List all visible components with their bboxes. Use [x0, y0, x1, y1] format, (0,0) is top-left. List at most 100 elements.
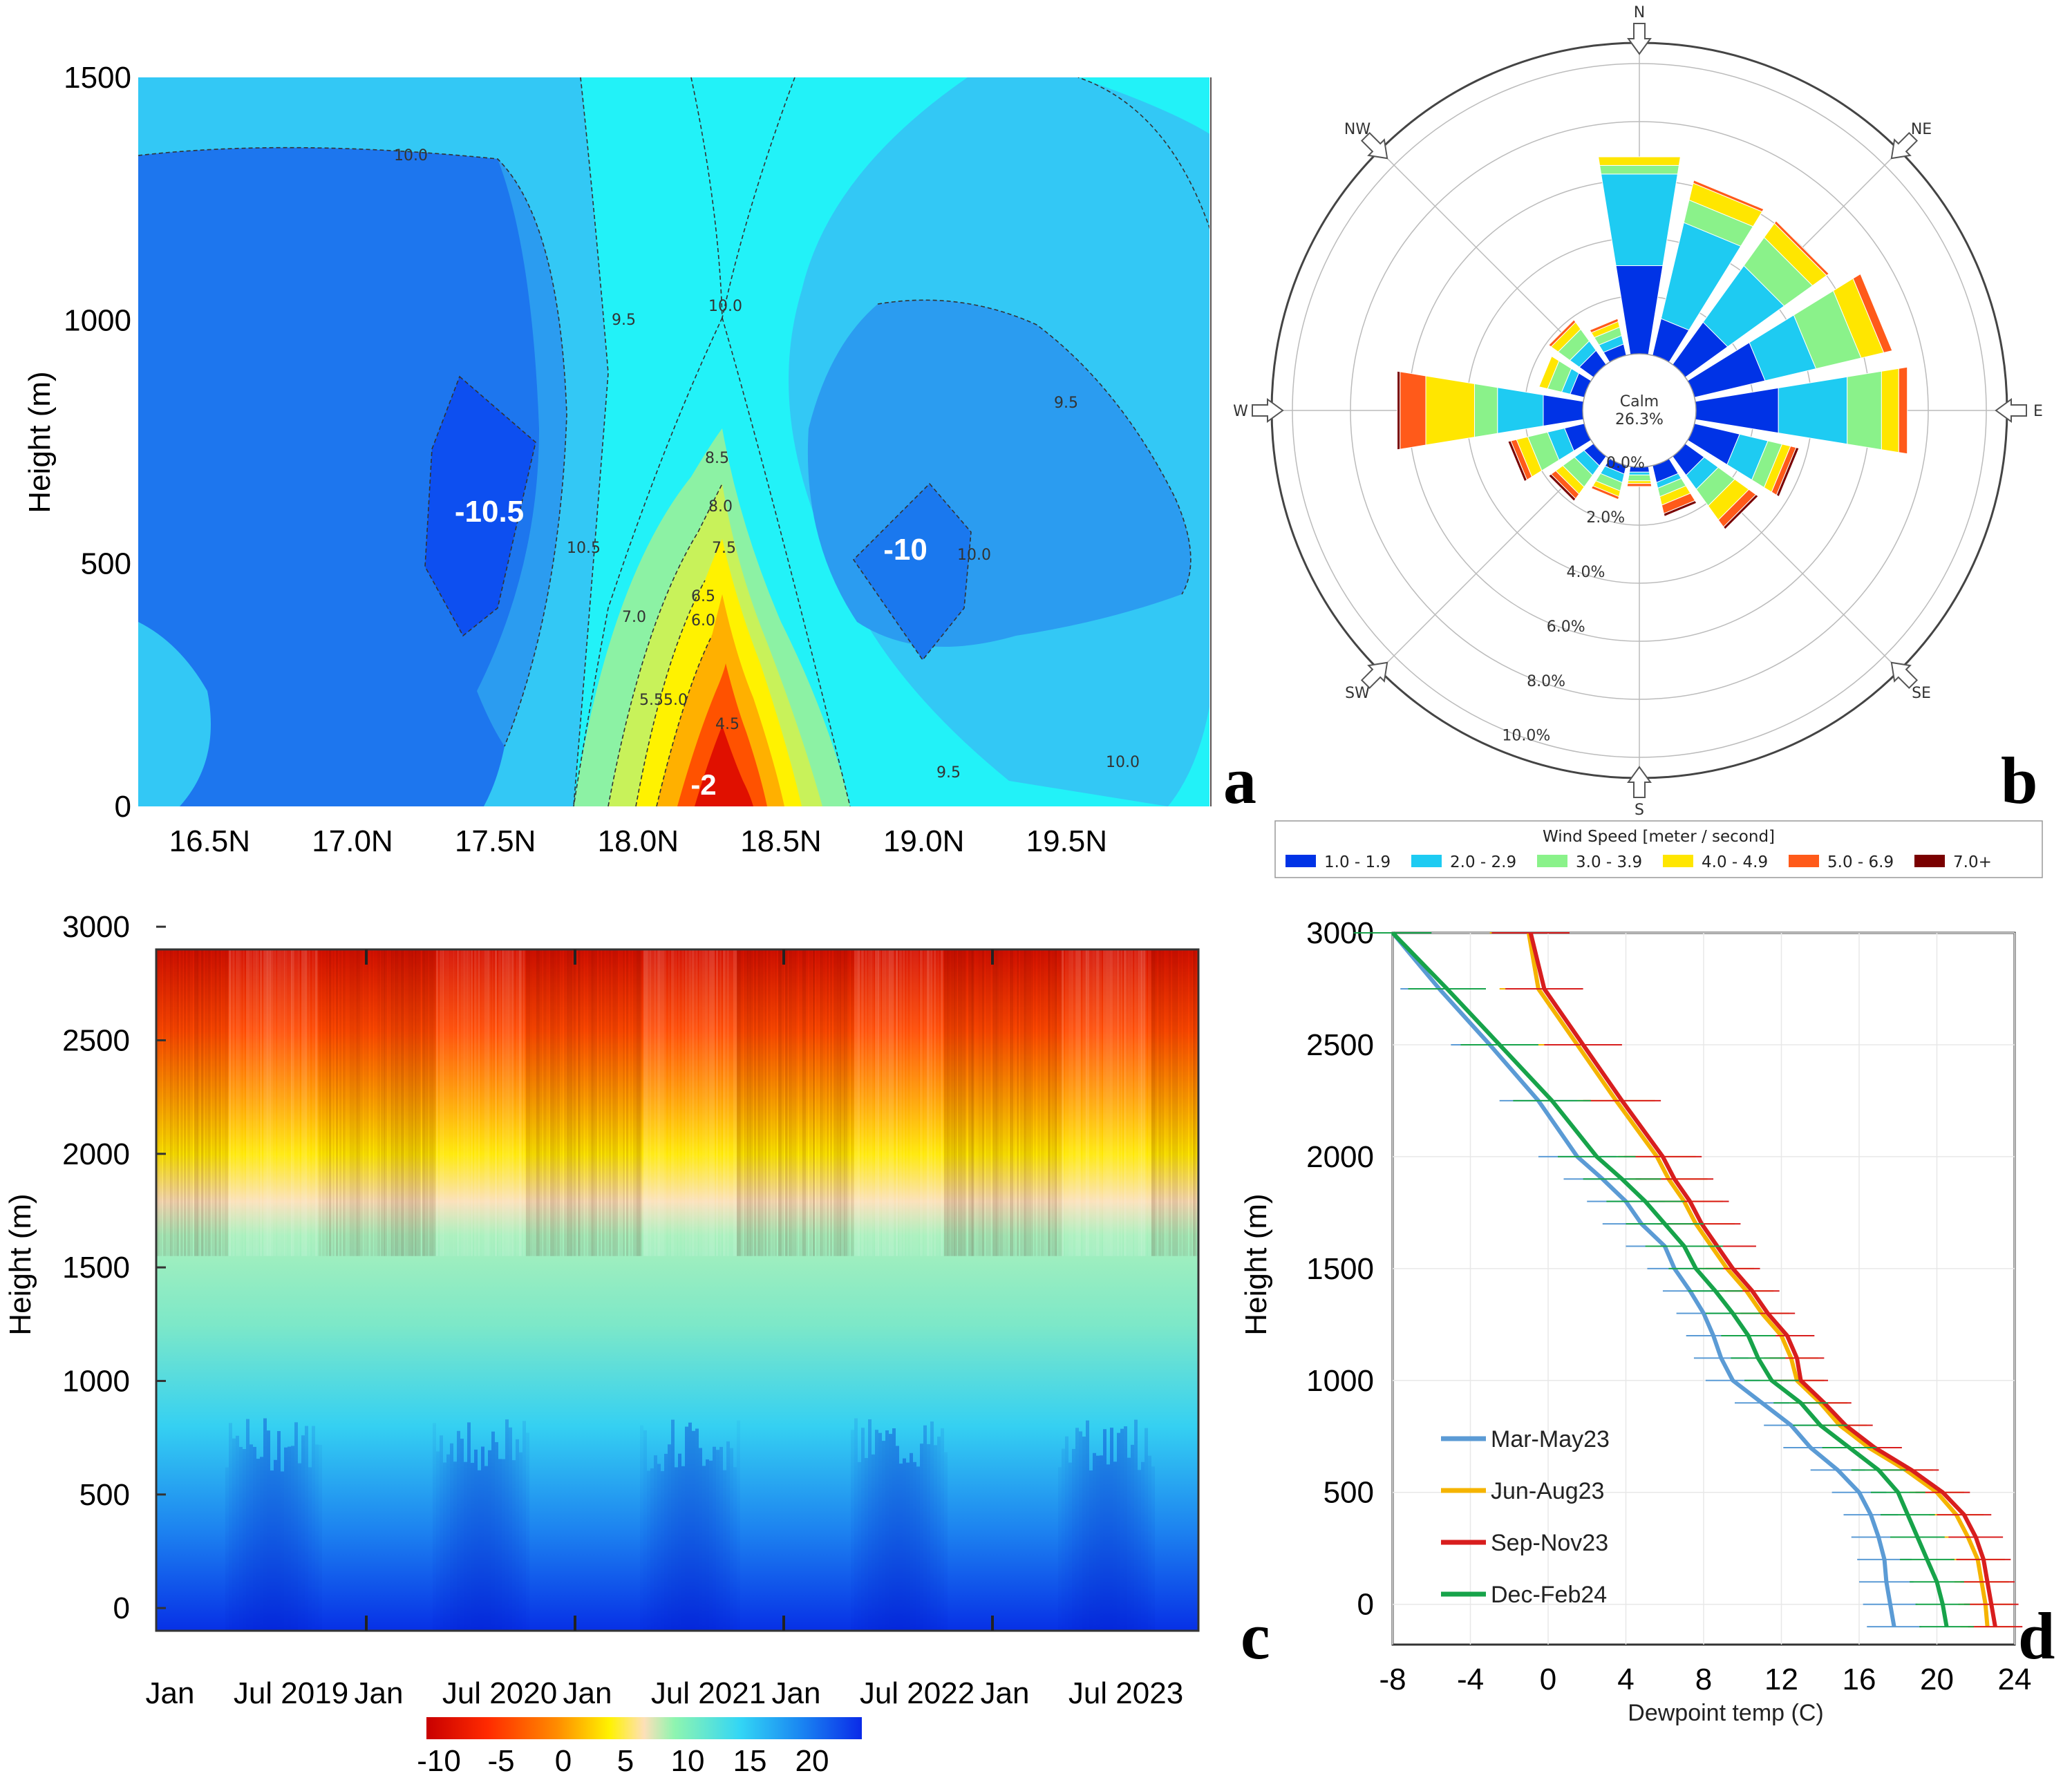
- y-tick-label: 1000: [1306, 1364, 1374, 1398]
- heatmap-stripe: [308, 949, 311, 1256]
- colorbar-tick-label: -5: [487, 1744, 514, 1778]
- heatmap-stripe: [595, 949, 598, 1256]
- heatmap-stripe: [626, 949, 629, 1256]
- heatmap-stripe: [350, 949, 354, 1256]
- contour-band-blue-left: [138, 147, 567, 806]
- heatmap-stripe: [878, 949, 882, 1256]
- annotation-min-right: -10: [883, 533, 927, 567]
- heatmap-stripe: [661, 949, 665, 1256]
- heatmap-stripe: [194, 949, 198, 1256]
- wind-legend: Wind Speed [meter / second] 1.0 - 1.9 2.0…: [1274, 820, 2043, 878]
- legend-label: Jun-Aug23: [1491, 1478, 1604, 1504]
- wind-legend-label: 3.0 - 3.9: [1576, 853, 1642, 871]
- heatmap-stripe: [571, 949, 575, 1256]
- heatmap-stripe: [609, 949, 612, 1256]
- heatmap-stripe: [910, 949, 913, 1256]
- heatmap-stripe: [249, 949, 253, 1256]
- heatmap-stripe: [702, 1466, 706, 1631]
- heatmap-stripe: [695, 1428, 699, 1631]
- heatmap-stripe: [225, 1467, 229, 1631]
- rose-petal-segment: [1627, 474, 1652, 482]
- heatmap-stripe: [740, 949, 743, 1256]
- heatmap-stripe: [436, 1451, 440, 1631]
- heatmap-stripe: [512, 1460, 516, 1631]
- rose-petal-segment: [1598, 156, 1681, 166]
- rose-petal-segment: [1474, 383, 1498, 438]
- heatmap-stripe: [225, 949, 229, 1256]
- heatmap-stripe: [965, 949, 968, 1256]
- y-tick-label: 500: [1324, 1476, 1374, 1510]
- heatmap-stripe: [543, 949, 547, 1256]
- heatmap-stripe: [243, 949, 245, 1256]
- panel-letter-b: b: [2001, 744, 2037, 817]
- x-tick-label: 24: [1998, 1663, 2032, 1696]
- heatmap-stripe: [232, 949, 235, 1256]
- heatmap-stripe: [723, 1470, 726, 1631]
- heatmap-stripe: [657, 1464, 661, 1631]
- heatmap-stripe: [692, 1430, 695, 1631]
- y-tick-label: 1000: [64, 304, 131, 338]
- rose-petal-segment: [1852, 273, 1893, 353]
- heatmap-stripe: [661, 1470, 664, 1631]
- heatmap-stripe: [516, 1439, 519, 1631]
- heatmap-stripe: [467, 949, 471, 1256]
- heatmap-stripe: [505, 1419, 509, 1631]
- heatmap-stripe: [256, 1459, 260, 1631]
- heatmap-stripe: [623, 949, 625, 1256]
- heatmap-stripe: [1065, 949, 1068, 1256]
- x-tick-label: 16: [1843, 1663, 1876, 1696]
- colorbar-ticks: -10 -5 0 5 10 15 20: [417, 1744, 829, 1778]
- contour-label: 10.0: [394, 147, 428, 164]
- y-tick-label: 2500: [1306, 1028, 1374, 1062]
- arrow-shape: [1890, 661, 1919, 690]
- heatmap-stripe: [1193, 949, 1196, 1256]
- heatmap-stripe: [872, 1454, 875, 1631]
- heatmap-stripe: [747, 949, 751, 1256]
- x-tick-label: Jan: [563, 1676, 612, 1710]
- heatmap-stripe: [167, 949, 171, 1256]
- rose-petal-segment: [1538, 355, 1560, 390]
- panel-a-y-label: Height (m): [23, 371, 57, 513]
- heatmap-stripe: [550, 949, 554, 1256]
- x-tick-label: Jul 2019: [234, 1676, 348, 1710]
- direction-label: W: [1233, 403, 1248, 420]
- ring-label: 10.0%: [1502, 728, 1550, 745]
- heatmap-stripe: [830, 949, 833, 1256]
- heatmap-stripe: [453, 1461, 457, 1631]
- heatmap-stripe: [277, 1431, 281, 1631]
- contour-label: 10.0: [708, 298, 742, 315]
- heatmap-stripe: [961, 949, 966, 1256]
- heatmap-stripe: [1155, 949, 1158, 1256]
- heatmap-stripe: [277, 949, 281, 1256]
- contour-label: 7.5: [712, 540, 736, 557]
- annotation-min-left: -10.5: [455, 495, 524, 529]
- heatmap-stripe: [872, 949, 874, 1256]
- x-tick-label: Jan: [146, 1676, 195, 1710]
- heatmap-stripe: [1044, 949, 1047, 1256]
- heatmap-stripe: [1037, 949, 1041, 1256]
- series-Dec-Feb24: [1353, 931, 1974, 1628]
- heatmap-stripe: [581, 949, 584, 1256]
- heatmap-stripe: [488, 949, 491, 1256]
- heatmap-stripe: [858, 949, 860, 1256]
- heatmap-stripe: [1017, 949, 1019, 1256]
- heatmap-stripe: [975, 949, 979, 1256]
- heatmap-stripe: [1075, 1428, 1079, 1631]
- heatmap-stripe: [858, 1461, 861, 1631]
- heatmap-stripe: [246, 1419, 249, 1631]
- heatmap-stripe: [688, 1422, 692, 1631]
- heatmap-stripe: [927, 949, 930, 1256]
- ring-label: 0.0%: [1606, 455, 1645, 472]
- ring-label: 6.0%: [1547, 618, 1585, 636]
- heatmap-stripe: [692, 949, 695, 1256]
- arrow-shape: [1360, 131, 1388, 160]
- heatmap-stripe: [865, 949, 868, 1256]
- heatmap-stripe: [1030, 949, 1033, 1256]
- heatmap-stripe: [1151, 1466, 1155, 1631]
- rose-petal-segment: [1400, 371, 1426, 450]
- contour-label: 5.5: [639, 692, 663, 709]
- heatmap-stripe: [937, 1437, 941, 1631]
- heatmap-stripe: [927, 1443, 930, 1631]
- heatmap-stripe: [899, 949, 903, 1256]
- heatmap-stripe: [260, 949, 263, 1256]
